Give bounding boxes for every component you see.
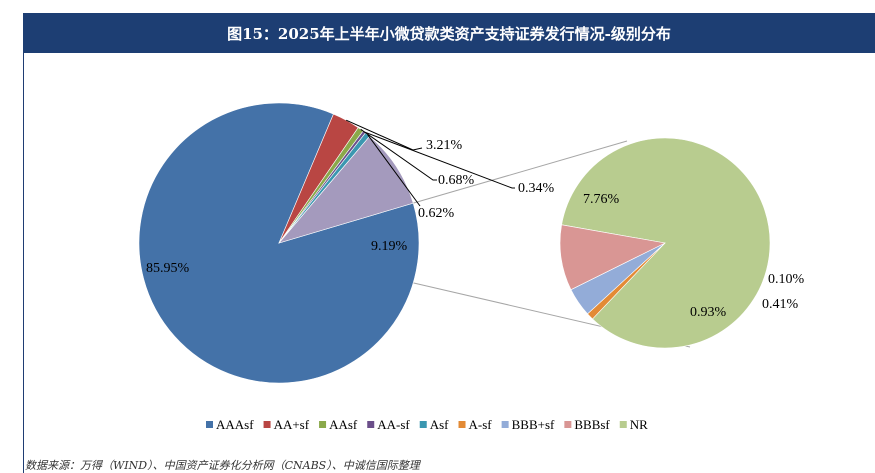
- legend-label-asf: Asf: [430, 417, 449, 432]
- legend-swatch-aa-sf: [367, 421, 375, 428]
- data-label-other: 9.19%: [371, 239, 408, 254]
- legend-swatch-bbbsf: [564, 421, 572, 428]
- legend-label-bbbsf: BBBsf: [574, 417, 610, 432]
- legend-swatch-a-sf: [458, 421, 466, 428]
- data-label-bbb-plus-sf: 0.41%: [762, 297, 799, 312]
- pie-slice-other: [278, 135, 414, 244]
- legend-label-nr: NR: [630, 417, 648, 432]
- legend-label-aa-sf: AA-sf: [377, 417, 410, 432]
- data-label-nr: 7.76%: [583, 192, 620, 207]
- chart-frame: [23, 13, 875, 473]
- connector-line-top: [413, 140, 628, 204]
- legend-swatch-bbb-plussf: [501, 421, 509, 428]
- sub-pie: [559, 137, 771, 349]
- data-label-a-minus-sf: 0.10%: [768, 272, 805, 287]
- legend-label-a-sf: A-sf: [469, 417, 493, 432]
- data-label-asf: 0.62%: [418, 206, 455, 221]
- data-label-aa-minus-sf: 0.34%: [518, 181, 555, 196]
- main-pie: [138, 102, 420, 384]
- source-note: 数据来源：万得（WIND）、中国资产证券化分析网（CNABS）、中诚信国际整理: [25, 459, 420, 472]
- data-label-aasf: 0.68%: [438, 173, 475, 188]
- sub-pie-slice-bbbsf: [559, 224, 666, 291]
- data-label-bbbsf: 0.93%: [690, 305, 727, 320]
- leader-line-aa-minus-sf: [364, 131, 515, 189]
- chart-title: 图15：2025年上半年小微贷款类资产支持证券发行情况-级别分布: [227, 24, 671, 43]
- legend-swatch-nr: [619, 421, 627, 428]
- data-label-aa-plus-sf: 3.21%: [426, 138, 463, 153]
- data-label-aaasf: 85.95%: [146, 261, 190, 276]
- legend-swatch-asf: [419, 421, 427, 428]
- legend-label-aa-plussf: AA+sf: [274, 417, 310, 432]
- legend-label-aasf: AAsf: [329, 417, 358, 432]
- legend: AAAsf AA+sf AAsf AA-sf Asf A-sf BBB+sf BBBsf NR: [206, 417, 648, 432]
- legend-label-bbb-plussf: BBB+sf: [512, 417, 555, 432]
- chart-title-bar: 图15：2025年上半年小微贷款类资产支持证券发行情况-级别分布: [23, 13, 875, 53]
- legend-label-aaasf: AAAsf: [216, 417, 254, 432]
- leader-line-asf: [367, 134, 421, 207]
- leader-line-aasf: [360, 128, 437, 181]
- legend-swatch-aaasf: [206, 421, 213, 428]
- data-labels: 85.95% 3.21% 0.68% 0.34% 0.62% 9.19% 7.76% 0.10…: [146, 119, 805, 320]
- sub-pie-slice-nr: [561, 137, 771, 349]
- legend-swatch-aa-plussf: [263, 421, 271, 428]
- legend-swatch-aasf: [319, 421, 327, 428]
